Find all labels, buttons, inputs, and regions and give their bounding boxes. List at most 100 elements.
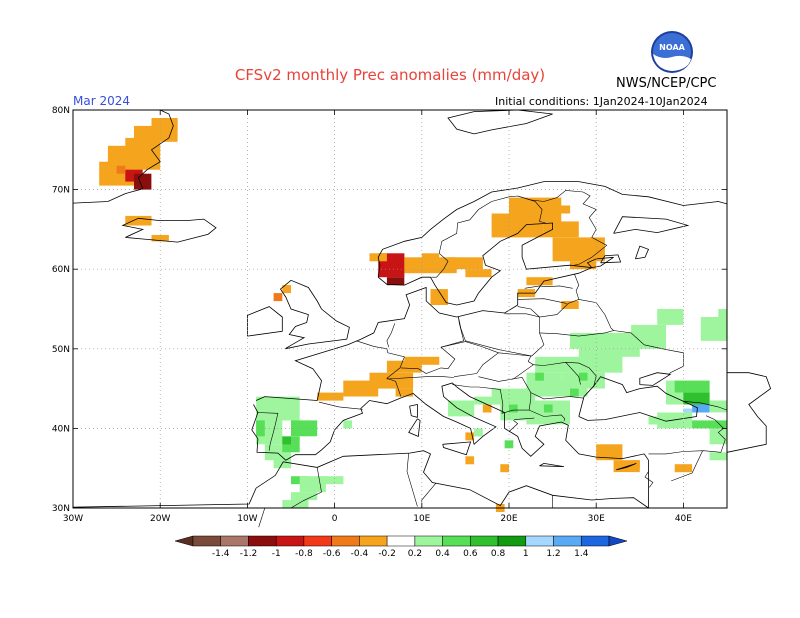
colorbar-swatch xyxy=(497,535,527,547)
country-border xyxy=(386,376,455,380)
lat-label: 70N xyxy=(52,186,70,196)
colorbar-end-high xyxy=(608,535,628,547)
coastline xyxy=(726,372,772,453)
anomaly-cell xyxy=(718,309,727,325)
country-border xyxy=(258,507,266,528)
country-border xyxy=(290,467,322,509)
colorbar-swatch xyxy=(331,535,360,547)
coastline xyxy=(72,450,649,509)
country-border xyxy=(528,409,566,422)
anomaly-cell xyxy=(570,388,579,397)
country-border xyxy=(452,377,532,414)
anomaly-cell xyxy=(535,356,588,373)
country-border xyxy=(458,313,545,357)
anomaly-cell xyxy=(386,360,422,373)
anomaly-cell xyxy=(674,380,710,393)
anomaly-cell xyxy=(482,404,492,413)
anomaly-cell xyxy=(386,277,405,286)
country-border xyxy=(539,330,684,376)
colorbar-label: 0.8 xyxy=(491,549,506,559)
coastline xyxy=(613,216,690,234)
anomaly-cell xyxy=(465,456,475,465)
anomaly-cell xyxy=(648,416,666,425)
anomaly-cell xyxy=(604,332,640,357)
anomaly-cell xyxy=(631,324,666,349)
colorbar-swatch xyxy=(303,535,332,547)
country-border xyxy=(421,483,437,508)
colorbar-swatch xyxy=(470,535,499,547)
anomaly-cell xyxy=(404,356,440,365)
colorbar-label: 1.4 xyxy=(574,549,589,559)
anomaly-cell xyxy=(509,404,518,413)
colorbar-swatch xyxy=(192,535,221,547)
anomaly-cell xyxy=(709,452,727,461)
initial-conditions-label: Initial conditions: 1Jan2024-10Jan2024 xyxy=(495,95,708,108)
country-border xyxy=(648,415,726,455)
colorbar-label: -1.4 xyxy=(212,549,230,559)
coastline xyxy=(246,306,283,337)
anomaly-cell xyxy=(535,372,544,381)
lon-label: 30E xyxy=(588,514,605,524)
country-border xyxy=(318,401,363,410)
country-border xyxy=(644,471,654,488)
lon-label: 30W xyxy=(63,514,83,524)
country-border xyxy=(671,450,703,482)
anomaly-cell xyxy=(709,400,727,413)
coastline xyxy=(279,279,350,350)
colorbar-label: -0.2 xyxy=(378,549,396,559)
anomaly-cell xyxy=(448,400,475,417)
lon-label: 20W xyxy=(150,514,170,524)
country-border xyxy=(530,392,585,400)
anomaly-cell xyxy=(317,392,344,401)
anomaly-cell xyxy=(282,500,309,508)
anomaly-cell xyxy=(474,396,501,405)
anomaly-cell xyxy=(369,372,414,389)
anomaly-cell xyxy=(578,372,588,381)
anomaly-cell xyxy=(448,257,483,270)
anomaly-cell xyxy=(395,388,413,397)
country-border xyxy=(517,273,580,318)
colorbar-swatch xyxy=(581,535,610,547)
country-border xyxy=(524,285,573,289)
country-border xyxy=(578,299,614,331)
longitude-labels: 30W 20W 10W 0 10E 20E 30E 40E xyxy=(63,514,692,524)
anomaly-cell xyxy=(116,165,126,174)
anomaly-cell xyxy=(657,412,693,429)
country-borders xyxy=(256,190,728,528)
country-border xyxy=(431,253,449,278)
colorbar-swatch xyxy=(525,535,554,547)
coastline xyxy=(447,109,553,135)
anomaly-cell xyxy=(535,205,571,214)
lat-label: 60N xyxy=(52,265,70,275)
anomaly-cell xyxy=(709,428,727,445)
colorbar-swatch xyxy=(442,535,471,547)
anomaly-cell xyxy=(273,452,291,469)
anomaly-cell xyxy=(282,436,291,445)
anomaly-cell xyxy=(509,197,562,222)
coastline xyxy=(539,462,564,467)
anomaly-cell xyxy=(631,460,640,469)
colorbar-end-low xyxy=(174,535,194,547)
country-border xyxy=(517,298,567,304)
colorbar-label: 0.2 xyxy=(408,549,422,559)
colorbar-label: -1 xyxy=(272,549,281,559)
coastline xyxy=(72,109,174,204)
anomaly-cell xyxy=(543,404,553,413)
country-border xyxy=(356,340,405,397)
latitude-labels: 80N 70N 60N 50N 40N 30N xyxy=(52,106,70,514)
coastline xyxy=(635,245,650,260)
lon-label: 10E xyxy=(413,514,430,524)
colorbar-label: -0.4 xyxy=(351,549,369,559)
coastline xyxy=(251,181,728,509)
agency-label: NWS/NCEP/CPC xyxy=(616,76,717,91)
anomaly-cell xyxy=(504,440,514,449)
anomaly-cell xyxy=(151,118,178,130)
anomaly-cell xyxy=(683,392,710,405)
coastline xyxy=(408,418,421,437)
valid-month-label: Mar 2024 xyxy=(73,94,130,108)
anomaly-cell xyxy=(674,464,693,473)
country-border xyxy=(514,417,535,420)
country-border xyxy=(400,316,465,374)
lon-label: 20E xyxy=(500,514,517,524)
